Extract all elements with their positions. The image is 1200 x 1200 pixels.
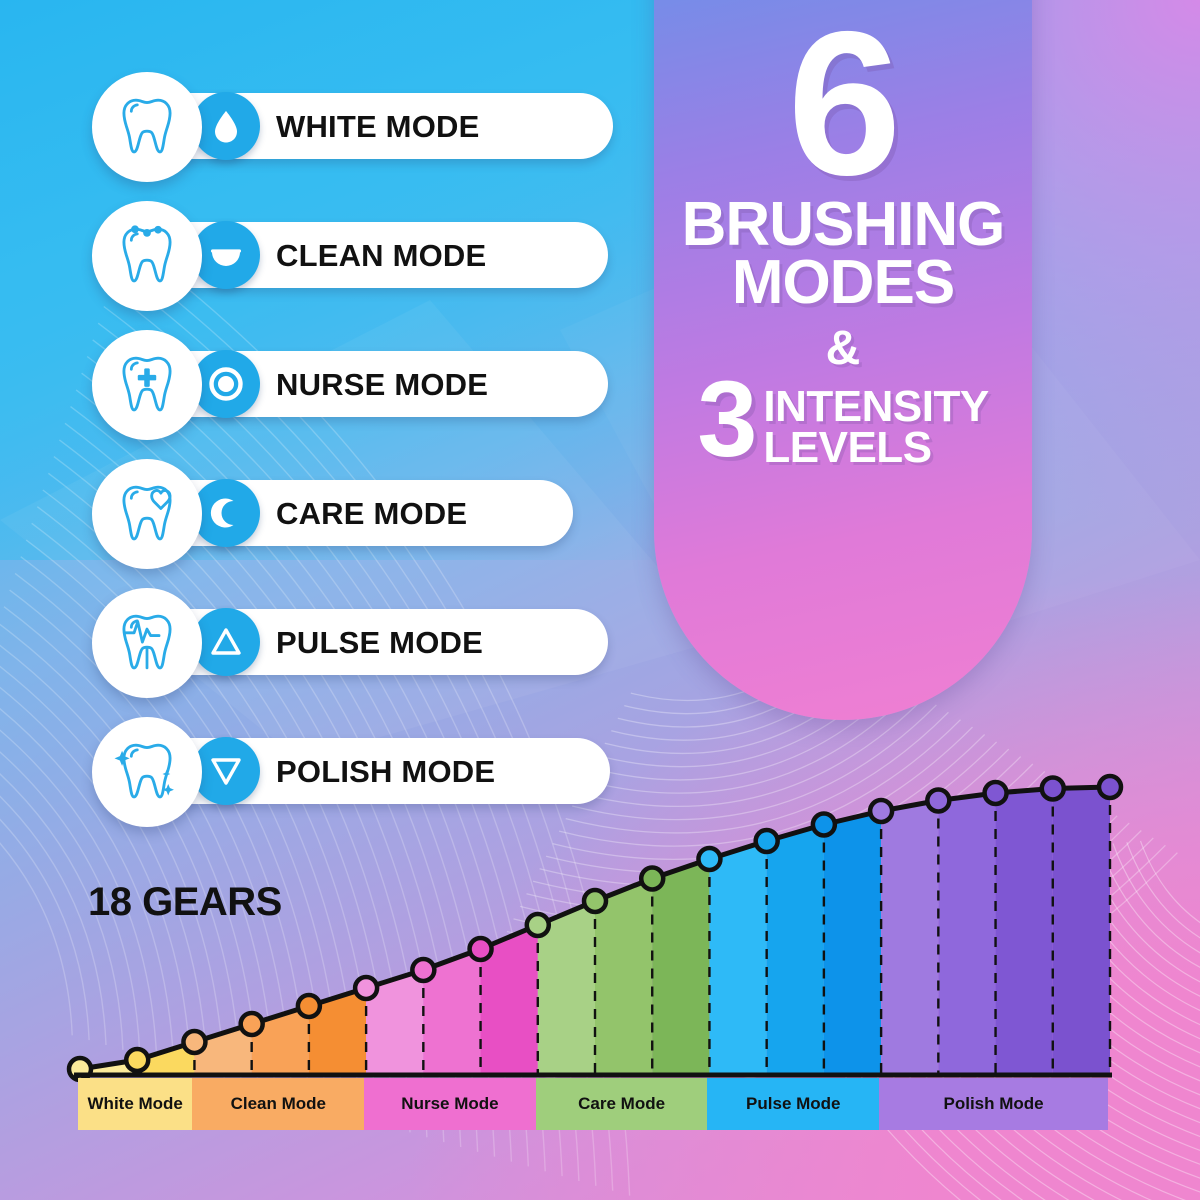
gear-bar [595, 878, 653, 1075]
triangle-down-icon [192, 737, 260, 805]
gear-bar [366, 970, 424, 1075]
intensity-levels-row: 3 INTENSITY LEVELS [697, 357, 989, 479]
triangle-up-icon [192, 608, 260, 676]
gear-point [181, 1028, 208, 1056]
gear-bar [881, 800, 939, 1075]
gear-bar [709, 841, 767, 1075]
mode-row-clean-mode[interactable]: CLEAN MODE [92, 201, 612, 311]
axis-band-label: Care Mode [578, 1094, 666, 1114]
gear-point [123, 1046, 151, 1074]
mode-row-nurse-mode[interactable]: NURSE MODE [92, 330, 612, 440]
tooth-heart-icon [92, 459, 202, 569]
levels-label: LEVELS [763, 423, 932, 473]
mode-label: CLEAN MODE [276, 237, 487, 273]
gears-chart [66, 773, 1124, 1083]
mode-row-polish-mode[interactable]: POLISH MODE [92, 717, 612, 827]
axis-band-clean-mode: Clean Mode [192, 1078, 365, 1130]
intensity-label: INTENSITY [763, 381, 989, 431]
axis-band-white-mode: White Mode [78, 1078, 193, 1130]
gear-point [524, 911, 552, 939]
gear-point [925, 787, 952, 814]
gear-point [295, 992, 323, 1020]
gear-point [1096, 773, 1124, 801]
axis-band-label: Polish Mode [943, 1094, 1044, 1114]
gear-bar [1052, 787, 1110, 1075]
half-circle-icon [192, 221, 260, 289]
mode-list: WHITE MODE CLEAN MODE [92, 72, 613, 846]
tooth-cross-icon [92, 330, 202, 440]
gear-bar [823, 811, 882, 1075]
axis-band-care-mode: Care Mode [535, 1078, 708, 1130]
gear-point [810, 811, 838, 838]
mode-label: WHITE MODE [276, 108, 480, 144]
gear-point [410, 956, 437, 984]
mode-row-white-mode[interactable]: WHITE MODE [92, 72, 613, 182]
gear-point [638, 865, 666, 892]
gear-bar [308, 988, 367, 1075]
tooth-sparkle-icon [92, 717, 202, 827]
gear-point [982, 779, 1009, 807]
mode-label: PULSE MODE [276, 624, 483, 660]
gear-point [753, 827, 780, 855]
modes-count: 6 [787, 0, 901, 218]
axis-band-polish-mode: Polish Mode [879, 1078, 1109, 1130]
gear-point [581, 887, 609, 915]
gear-bar [194, 1024, 252, 1075]
gear-bar [251, 1006, 309, 1075]
axis-band-label: White Mode [87, 1094, 183, 1114]
moon-icon [192, 479, 260, 547]
mode-label: POLISH MODE [276, 753, 496, 789]
gear-bar [423, 949, 481, 1075]
gear-bar [995, 788, 1053, 1075]
gear-bar [137, 1042, 195, 1075]
gear-point [467, 935, 494, 963]
gear-bar [938, 793, 996, 1075]
axis-band-nurse-mode: Nurse Mode [364, 1078, 536, 1130]
axis-band-label: Pulse Mode [746, 1094, 841, 1114]
chart-axis-band-labels: White Mode Clean Mode Nurse Mode Care Mode P… [78, 1078, 1109, 1130]
modes-label: MODES [731, 248, 955, 318]
mode-label: CARE MODE [276, 495, 468, 531]
gear-point [867, 797, 895, 825]
axis-band-label: Clean Mode [230, 1094, 326, 1114]
tooth-icon [92, 72, 202, 182]
brushing-label: BRUSHING [681, 190, 1006, 260]
ampersand: & [825, 321, 861, 375]
chart-title: 18 GEARS [88, 880, 282, 924]
mode-row-pulse-mode[interactable]: PULSE MODE [92, 588, 612, 698]
gear-bar [480, 925, 538, 1075]
axis-band-label: Nurse Mode [401, 1094, 499, 1114]
gear-point [238, 1010, 265, 1038]
levels-count: 3 [697, 357, 757, 479]
axis-band-pulse-mode: Pulse Mode [707, 1078, 880, 1130]
ring-dot-icon [192, 350, 260, 418]
gear-point [352, 974, 380, 1002]
gear-point [696, 845, 723, 873]
tooth-bubbles-icon [92, 201, 202, 311]
tooth-pulse-icon [92, 588, 202, 698]
gear-point [1039, 775, 1067, 802]
gear-bar [537, 901, 595, 1075]
gear-bar [766, 824, 824, 1075]
gear-bar [652, 859, 710, 1075]
mode-row-care-mode[interactable]: CARE MODE [92, 459, 612, 569]
water-drop-icon [192, 92, 260, 160]
summary-panel: 6 BRUSHING MODES & 3 INTENSITY LEVELS [654, 0, 1032, 720]
mode-label: NURSE MODE [276, 366, 489, 402]
